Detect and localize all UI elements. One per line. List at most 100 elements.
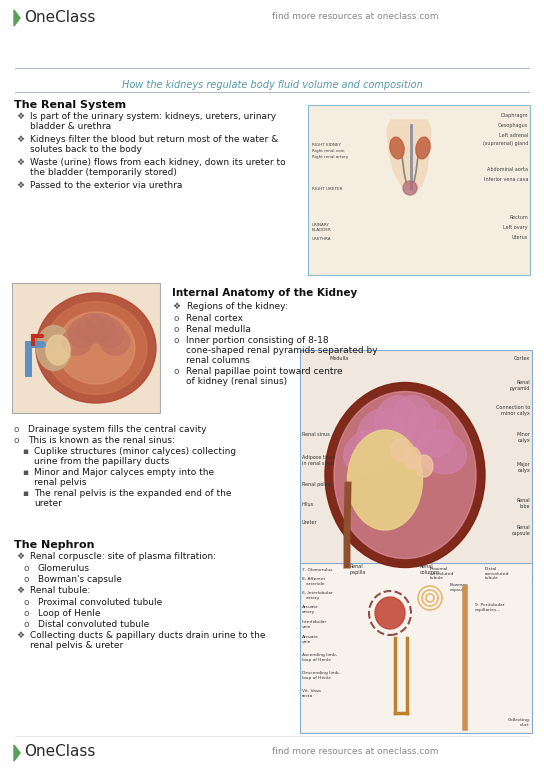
Text: bladder & urethra: bladder & urethra	[30, 122, 111, 131]
Ellipse shape	[334, 391, 476, 558]
Ellipse shape	[63, 327, 92, 355]
FancyBboxPatch shape	[12, 283, 160, 413]
Ellipse shape	[416, 430, 466, 474]
Ellipse shape	[375, 396, 417, 447]
Text: o: o	[174, 314, 180, 323]
Ellipse shape	[390, 137, 404, 159]
Text: Is part of the urinary system: kidneys, ureters, urinary: Is part of the urinary system: kidneys, …	[30, 112, 276, 121]
Text: Loop of Henle: Loop of Henle	[38, 609, 101, 618]
Text: solutes back to the body: solutes back to the body	[30, 145, 142, 154]
Text: o: o	[14, 425, 20, 434]
Text: Connection to
minor calyx: Connection to minor calyx	[496, 405, 530, 416]
Text: URETHRA: URETHRA	[312, 237, 332, 241]
Text: o: o	[24, 564, 29, 573]
Text: Renal corpuscle: site of plasma filtration:: Renal corpuscle: site of plasma filtrati…	[30, 552, 216, 561]
Text: Renal tubule:: Renal tubule:	[30, 586, 90, 595]
Text: Kidneys filter the blood but return most of the water &: Kidneys filter the blood but return most…	[30, 135, 278, 144]
Text: Oesophagus: Oesophagus	[498, 123, 528, 128]
Text: OneClass: OneClass	[24, 744, 95, 759]
Text: Renal sinus: Renal sinus	[302, 432, 330, 437]
Text: Bowman
capsule: Bowman capsule	[450, 583, 469, 591]
Text: Collecting ducts & papillary ducts drain urine to the: Collecting ducts & papillary ducts drain…	[30, 631, 265, 640]
Text: urine from the papillary ducts: urine from the papillary ducts	[34, 457, 169, 466]
Text: ❖: ❖	[16, 552, 24, 561]
Text: The Nephron: The Nephron	[14, 540, 95, 550]
Ellipse shape	[357, 408, 403, 457]
Text: Uterus: Uterus	[512, 235, 528, 240]
Text: Right renal vein: Right renal vein	[312, 149, 344, 153]
Text: The Renal System: The Renal System	[14, 100, 126, 110]
Ellipse shape	[46, 335, 70, 365]
Text: URINARY
BLADDER: URINARY BLADDER	[312, 223, 332, 232]
Text: Inner portion consisting of 8-18: Inner portion consisting of 8-18	[186, 336, 329, 345]
Text: Descending limb,
loop of Henle: Descending limb, loop of Henle	[302, 671, 340, 680]
Text: of kidney (renal sinus): of kidney (renal sinus)	[186, 377, 287, 386]
Ellipse shape	[416, 137, 430, 159]
Text: ▪: ▪	[22, 447, 28, 456]
Text: Proximal
convoluted
tubule: Proximal convoluted tubule	[430, 567, 454, 581]
Text: Internal Anatomy of the Kidney: Internal Anatomy of the Kidney	[172, 288, 357, 298]
Text: Glomerulus: Glomerulus	[38, 564, 90, 573]
Text: Bowman's capsule: Bowman's capsule	[38, 575, 122, 584]
Text: 8. Afferent
   arteriole: 8. Afferent arteriole	[302, 577, 325, 586]
Text: o: o	[174, 336, 180, 345]
Text: Renal
pyramid: Renal pyramid	[510, 380, 530, 391]
Text: Ascending limb,
loop of Henle: Ascending limb, loop of Henle	[302, 653, 337, 661]
Text: Vit. Vasa
recta: Vit. Vasa recta	[302, 689, 321, 698]
Text: Collecting
duct: Collecting duct	[508, 718, 530, 727]
Text: Waste (urine) flows from each kidney, down its ureter to: Waste (urine) flows from each kidney, do…	[30, 158, 286, 167]
Ellipse shape	[403, 447, 421, 469]
Text: Arcuate
vein: Arcuate vein	[302, 635, 319, 644]
Text: Distal
convoluted
tubule: Distal convoluted tubule	[485, 567, 509, 581]
Ellipse shape	[45, 302, 147, 394]
Text: Passed to the exterior via urethra: Passed to the exterior via urethra	[30, 181, 182, 190]
Text: OneClass: OneClass	[24, 10, 95, 25]
Text: Renal
lobe: Renal lobe	[516, 498, 530, 509]
FancyBboxPatch shape	[300, 350, 532, 580]
Text: the bladder (temporarily stored): the bladder (temporarily stored)	[30, 168, 177, 177]
Text: o: o	[24, 575, 29, 584]
Ellipse shape	[415, 455, 433, 477]
Text: 7. Glomerulus: 7. Glomerulus	[302, 568, 332, 572]
Text: The renal pelvis is the expanded end of the: The renal pelvis is the expanded end of …	[34, 489, 232, 498]
Text: Minor and Major calyces empty into the: Minor and Major calyces empty into the	[34, 468, 214, 477]
Ellipse shape	[407, 408, 453, 457]
Text: Medulla: Medulla	[330, 356, 349, 361]
Text: Ureter: Ureter	[302, 520, 318, 525]
Text: This is known as the renal sinus:: This is known as the renal sinus:	[28, 436, 175, 445]
Text: ❖: ❖	[16, 586, 24, 595]
Text: cone-shaped renal pyramids separated by: cone-shaped renal pyramids separated by	[186, 346, 378, 355]
Text: o: o	[24, 598, 29, 607]
Text: Abdominal aorta: Abdominal aorta	[487, 167, 528, 172]
Text: How the kidneys regulate body fluid volume and composition: How the kidneys regulate body fluid volu…	[122, 80, 422, 90]
Text: Renal cortex: Renal cortex	[186, 314, 243, 323]
Text: o: o	[14, 436, 20, 445]
Text: o: o	[174, 325, 180, 334]
Text: Left ovary: Left ovary	[503, 225, 528, 230]
Text: find more resources at oneclass.com: find more resources at oneclass.com	[272, 747, 438, 756]
Text: Renal medulla: Renal medulla	[186, 325, 251, 334]
FancyBboxPatch shape	[308, 105, 530, 275]
Polygon shape	[14, 745, 20, 761]
Text: Proximal convoluted tubule: Proximal convoluted tubule	[38, 598, 162, 607]
Text: ureter: ureter	[34, 499, 62, 508]
Text: renal pelvis: renal pelvis	[34, 478, 86, 487]
Text: o: o	[24, 609, 29, 618]
Text: renal columns: renal columns	[186, 356, 250, 365]
Text: renal pelvis & ureter: renal pelvis & ureter	[30, 641, 123, 650]
Ellipse shape	[87, 313, 115, 343]
Text: Cortex: Cortex	[514, 356, 530, 361]
Polygon shape	[14, 10, 20, 26]
Text: Inferior vena cava: Inferior vena cava	[484, 177, 528, 182]
Text: Right renal artery: Right renal artery	[312, 155, 348, 159]
Text: Diaphragm: Diaphragm	[500, 113, 528, 118]
Text: Renal pelvis: Renal pelvis	[302, 482, 331, 487]
Text: Left adrenal: Left adrenal	[499, 133, 528, 138]
Text: Minor
calyx: Minor calyx	[516, 432, 530, 443]
Text: Drainage system fills the central cavity: Drainage system fills the central cavity	[28, 425, 207, 434]
Ellipse shape	[77, 313, 105, 343]
Ellipse shape	[375, 597, 405, 629]
Text: ❖: ❖	[172, 302, 180, 311]
Text: o: o	[24, 620, 29, 629]
Text: ▪: ▪	[22, 468, 28, 477]
